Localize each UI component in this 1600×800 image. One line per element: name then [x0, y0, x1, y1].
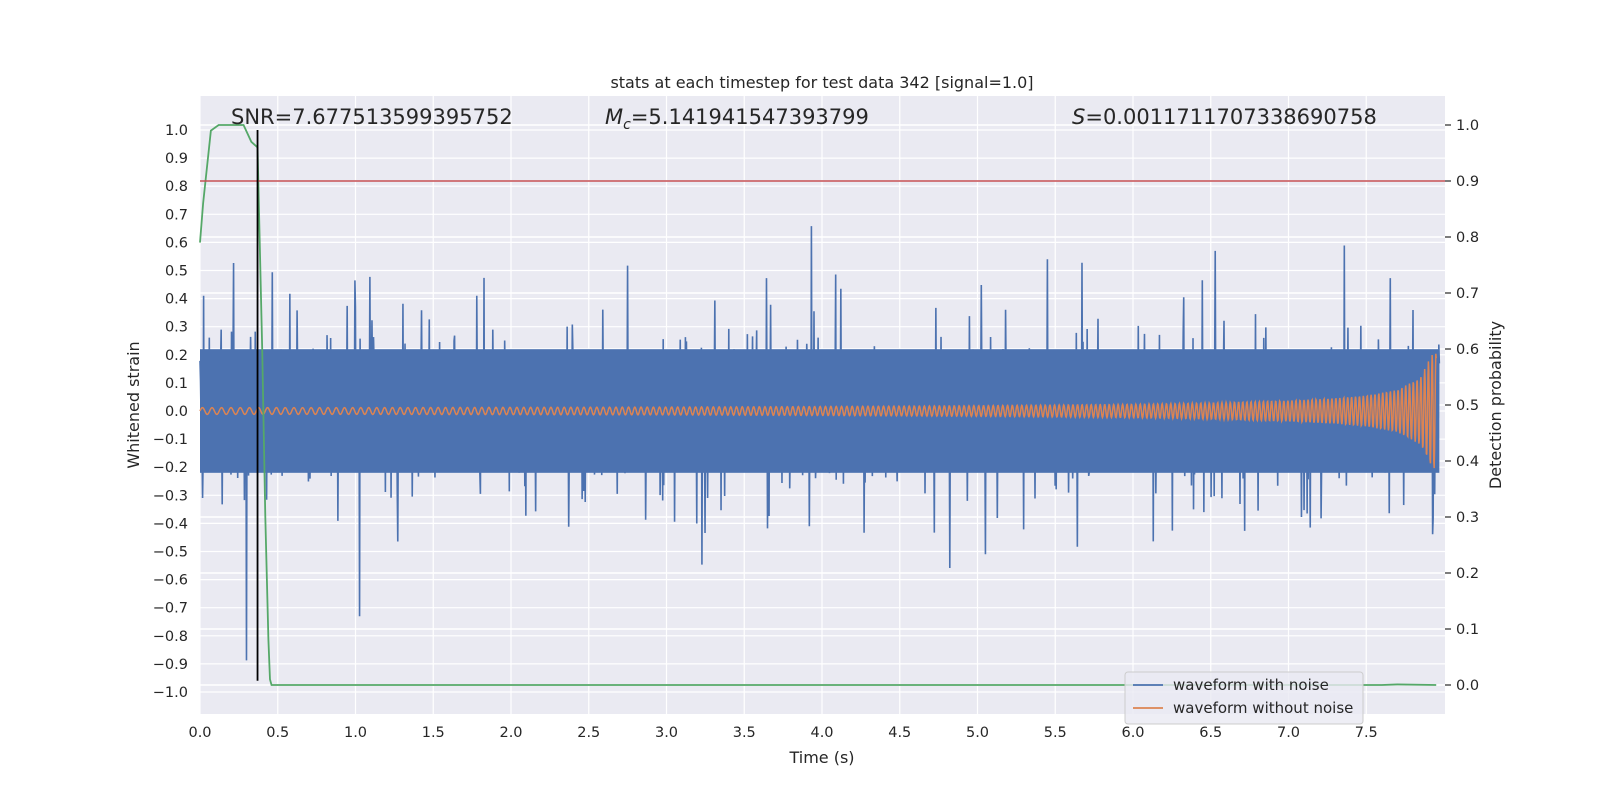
series-detection-probability: [199, 124, 1437, 686]
s-value: =0.0011711707338690758: [1085, 105, 1377, 129]
y-tick-label: −0.7: [153, 601, 188, 617]
snr-annotation: SNR=7.677513599395752: [231, 105, 513, 129]
y-tick-label: 0.2: [165, 348, 188, 364]
x-tick-label: 2.0: [499, 725, 522, 741]
x-tick-label: 3.5: [733, 725, 756, 741]
axis-ticks: 0.0 0.5 1.0 1.5 2.0 2.5 3.0 3.5 4.0 4.5 5.0 5.5 6.0 6…: [153, 118, 1479, 741]
series-waveform-without-noise: [199, 353, 1437, 469]
y2-tick-label: 1.0: [1456, 118, 1479, 134]
y-tick-label: 0.0: [165, 404, 188, 420]
y2-axis-label: Detection probability: [1486, 321, 1505, 489]
x-tick-label: 1.5: [422, 725, 445, 741]
x-tick-label: 5.0: [966, 725, 989, 741]
x-axis-label: Time (s): [788, 748, 854, 767]
legend-box: [1124, 671, 1364, 725]
y-tick-label: −0.9: [153, 657, 188, 673]
y-tick-label: 1.0: [165, 123, 188, 139]
y2-tick-label: 0.9: [1456, 174, 1479, 190]
chart-title: stats at each timestep for test data 342…: [610, 73, 1033, 92]
chirp-mass-annotation: Mc=5.141941547393799: [605, 105, 869, 133]
y-tick-label: 0.9: [165, 151, 188, 167]
legend: waveform with noise waveform without noi…: [1124, 671, 1364, 725]
y2-tick-label: 0.7: [1456, 286, 1479, 302]
y-tick-label: 0.3: [165, 320, 188, 336]
x-tick-label: 7.0: [1277, 725, 1300, 741]
y-tick-label: 0.4: [165, 292, 188, 308]
y-tick-label: 0.6: [165, 235, 188, 251]
x-tick-label: 0.5: [266, 725, 289, 741]
legend-label-with-noise: waveform with noise: [1173, 676, 1329, 694]
reference-lines: [200, 130, 1445, 681]
x-tick-label: 4.0: [810, 725, 833, 741]
y-tick-label: 0.8: [165, 179, 188, 195]
x-tick-label: 6.0: [1121, 725, 1144, 741]
y-tick-label: −1.0: [153, 685, 188, 701]
y2-tick-label: 0.3: [1456, 510, 1479, 526]
y-tick-label: 0.5: [165, 264, 188, 280]
x-tick-label: 1.0: [344, 725, 367, 741]
x-tick-label: 0.0: [188, 725, 211, 741]
line-waveform-without-noise: [199, 353, 1437, 469]
y-tick-label: −0.8: [153, 629, 188, 645]
x-tick-label: 2.5: [577, 725, 600, 741]
x-tick-label: 7.5: [1355, 725, 1378, 741]
y-tick-label: −0.1: [153, 432, 188, 448]
y-tick-label: −0.5: [153, 545, 188, 561]
x-tick-label: 5.5: [1044, 725, 1067, 741]
y-tick-label: −0.3: [153, 488, 188, 504]
chirp-mass-subscript: c: [623, 117, 631, 133]
legend-label-without-noise: waveform without noise: [1173, 699, 1353, 717]
y2-tick-label: 0.5: [1456, 398, 1479, 414]
y-tick-label: −0.6: [153, 573, 188, 589]
y-tick-label: −0.2: [153, 460, 188, 476]
x-tick-label: 4.5: [888, 725, 911, 741]
line-detection-probability: [199, 124, 1437, 686]
s-annotation: S=0.0011711707338690758: [1072, 105, 1377, 129]
s-symbol: S: [1072, 105, 1085, 129]
chirp-mass-symbol: M: [605, 105, 623, 129]
y2-tick-label: 0.2: [1456, 566, 1479, 582]
chirp-mass-value: =5.141941547393799: [631, 105, 869, 129]
y2-tick-label: 0.8: [1456, 230, 1479, 246]
y2-tick-label: 0.0: [1456, 678, 1479, 694]
y-axis-label: Whitened strain: [124, 341, 143, 468]
y2-tick-label: 0.1: [1456, 622, 1479, 638]
y-tick-label: −0.4: [153, 516, 188, 532]
y2-tick-label: 0.4: [1456, 454, 1479, 470]
x-tick-label: 6.5: [1199, 725, 1222, 741]
y2-tick-label: 0.6: [1456, 342, 1479, 358]
y-tick-label: 0.7: [165, 207, 188, 223]
y-tick-label: 0.1: [165, 376, 188, 392]
x-tick-label: 3.0: [655, 725, 678, 741]
